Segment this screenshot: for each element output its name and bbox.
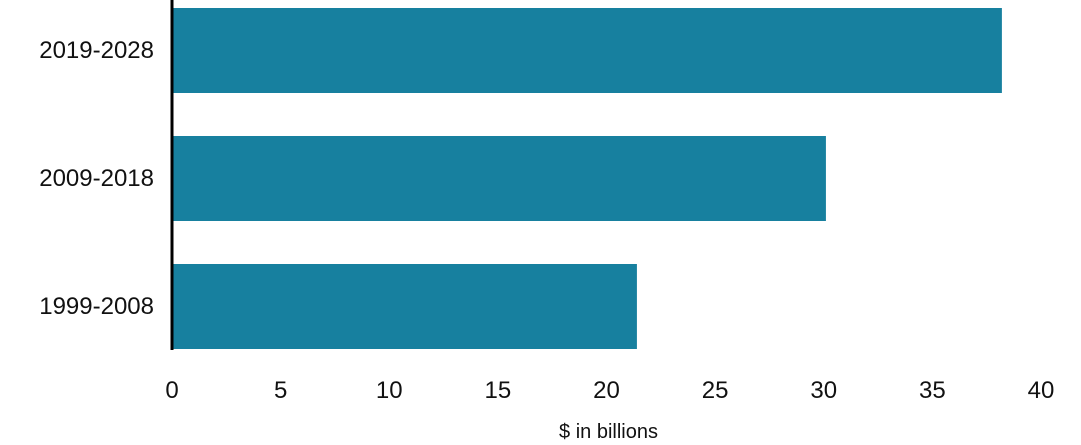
category-label: 1999-2008 [39,293,154,320]
category-labels: 2019-2028 2009-2018 1999-2008 [39,37,154,320]
x-tick-label: 35 [919,377,946,404]
bars-layer [172,8,1002,349]
bar-1999-2008 [172,264,637,349]
x-tick-label: 30 [810,377,837,404]
x-tick-label: 40 [1028,377,1055,404]
x-tick-label: 5 [274,377,287,404]
x-tick-label: 10 [376,377,403,404]
x-tick-label: 20 [593,377,620,404]
x-tick-label: 0 [165,377,178,404]
x-axis-title: $ in billions [559,421,658,443]
x-tick-labels: 0 5 10 15 20 25 30 35 40 [165,377,1054,404]
bar-2019-2028 [172,8,1002,93]
x-tick-label: 15 [485,377,512,404]
category-label: 2019-2028 [39,37,154,64]
x-tick-label: 25 [702,377,729,404]
category-label: 2009-2018 [39,165,154,192]
bar-2009-2018 [172,136,826,221]
